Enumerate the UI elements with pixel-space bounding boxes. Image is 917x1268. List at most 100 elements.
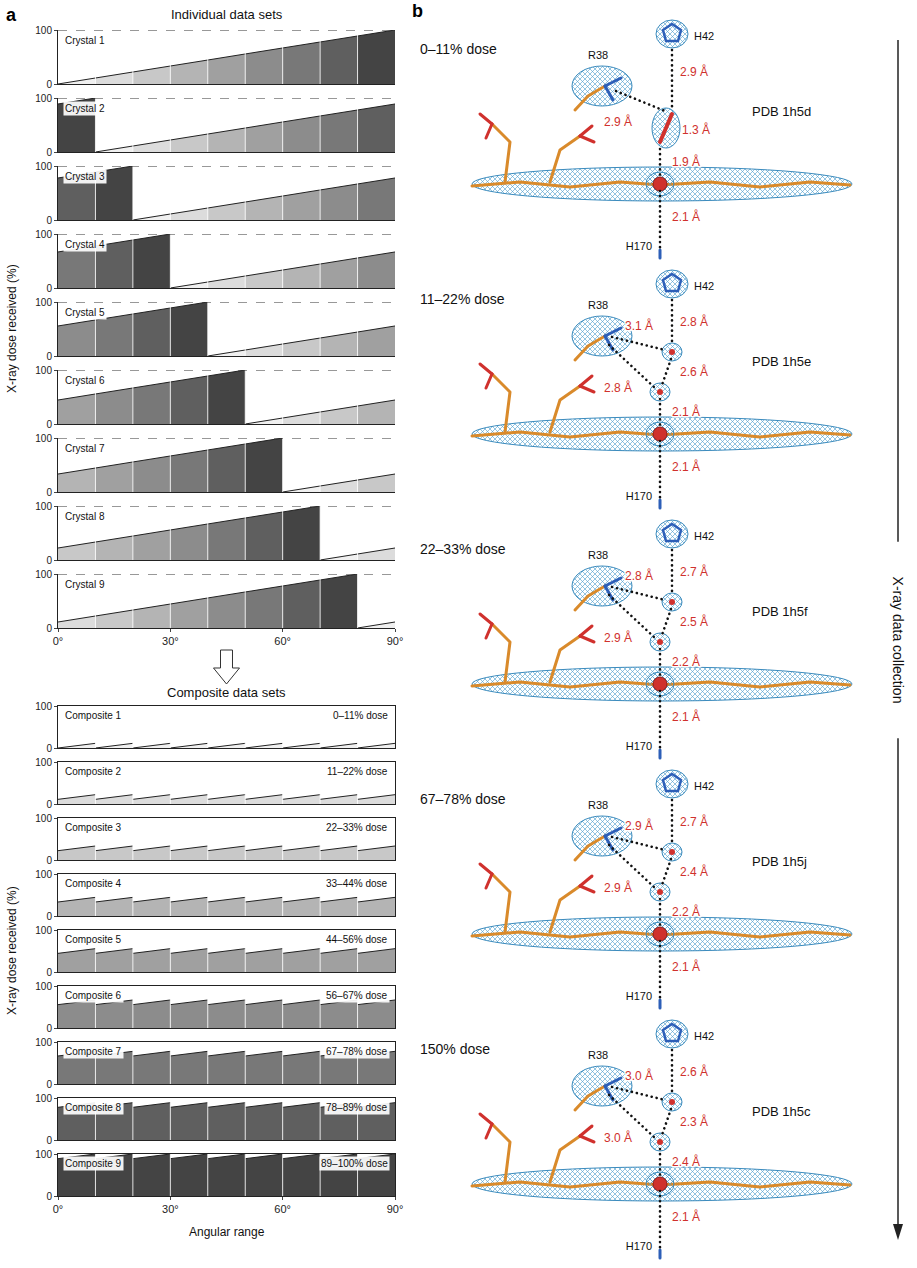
svg-text:H170: H170 xyxy=(626,990,652,1002)
svg-text:0: 0 xyxy=(46,1191,52,1202)
svg-text:2.8 Å: 2.8 Å xyxy=(604,380,632,395)
svg-text:0: 0 xyxy=(46,215,52,226)
svg-text:H170: H170 xyxy=(626,490,652,502)
svg-text:Crystal 3: Crystal 3 xyxy=(65,171,105,182)
svg-text:Crystal 2: Crystal 2 xyxy=(65,103,105,114)
svg-text:0°: 0° xyxy=(53,635,64,647)
svg-text:2.7 Å: 2.7 Å xyxy=(680,564,708,579)
svg-text:a: a xyxy=(6,5,17,25)
svg-text:11–22% dose: 11–22% dose xyxy=(420,291,505,307)
svg-text:2.4 Å: 2.4 Å xyxy=(680,864,708,879)
svg-text:67–78% dose: 67–78% dose xyxy=(420,791,506,807)
svg-text:PDB 1h5j: PDB 1h5j xyxy=(752,854,807,869)
svg-text:b: b xyxy=(412,1,423,21)
svg-text:0: 0 xyxy=(46,419,52,430)
svg-text:H170: H170 xyxy=(626,240,652,252)
svg-text:2.8 Å: 2.8 Å xyxy=(680,314,708,329)
svg-text:Crystal 5: Crystal 5 xyxy=(65,307,105,318)
svg-text:2.2 Å: 2.2 Å xyxy=(672,654,700,669)
svg-text:100: 100 xyxy=(35,981,52,992)
svg-text:100: 100 xyxy=(35,161,52,172)
svg-text:33–44% dose: 33–44% dose xyxy=(326,878,388,889)
svg-text:2.1 Å: 2.1 Å xyxy=(672,209,700,224)
svg-text:0: 0 xyxy=(46,351,52,362)
svg-text:100: 100 xyxy=(35,229,52,240)
svg-text:H42: H42 xyxy=(694,530,714,542)
svg-text:3.1 Å: 3.1 Å xyxy=(625,318,653,333)
svg-text:Crystal 1: Crystal 1 xyxy=(65,35,105,46)
svg-text:X-ray data collection: X-ray data collection xyxy=(890,577,906,704)
svg-text:H170: H170 xyxy=(626,740,652,752)
svg-text:0: 0 xyxy=(46,967,52,978)
svg-text:PDB 1h5e: PDB 1h5e xyxy=(752,354,811,369)
svg-text:100: 100 xyxy=(35,93,52,104)
svg-text:0: 0 xyxy=(46,743,52,754)
svg-text:3.0 Å: 3.0 Å xyxy=(625,1068,653,1083)
svg-text:2.7 Å: 2.7 Å xyxy=(680,814,708,829)
svg-text:2.1 Å: 2.1 Å xyxy=(672,959,700,974)
svg-text:R38: R38 xyxy=(588,549,608,561)
svg-text:2.1 Å: 2.1 Å xyxy=(672,1209,700,1224)
svg-text:R38: R38 xyxy=(588,299,608,311)
svg-text:Composite 1: Composite 1 xyxy=(65,710,122,721)
svg-text:100: 100 xyxy=(35,925,52,936)
svg-text:100: 100 xyxy=(35,433,52,444)
svg-text:60°: 60° xyxy=(274,635,291,647)
svg-text:H170: H170 xyxy=(626,1240,652,1252)
svg-text:Crystal 4: Crystal 4 xyxy=(65,239,105,250)
svg-text:Crystal 9: Crystal 9 xyxy=(65,579,105,590)
svg-text:11–22% dose: 11–22% dose xyxy=(327,766,388,777)
svg-text:100: 100 xyxy=(35,701,52,712)
svg-text:100: 100 xyxy=(35,365,52,376)
svg-text:Crystal 6: Crystal 6 xyxy=(65,375,105,386)
svg-text:H42: H42 xyxy=(694,30,714,42)
svg-text:R38: R38 xyxy=(588,1049,608,1061)
svg-text:0: 0 xyxy=(46,855,52,866)
svg-text:100: 100 xyxy=(35,1037,52,1048)
svg-text:0: 0 xyxy=(46,283,52,294)
svg-text:Composite data sets: Composite data sets xyxy=(167,685,286,700)
svg-text:1.9 Å: 1.9 Å xyxy=(672,154,700,169)
svg-text:78–89% dose: 78–89% dose xyxy=(326,1102,388,1113)
svg-text:Composite 4: Composite 4 xyxy=(65,878,122,889)
svg-text:100: 100 xyxy=(35,1149,52,1160)
svg-text:2.9 Å: 2.9 Å xyxy=(604,114,632,129)
svg-text:Composite 6: Composite 6 xyxy=(65,990,122,1001)
svg-text:R38: R38 xyxy=(588,799,608,811)
svg-text:2.6 Å: 2.6 Å xyxy=(680,1064,708,1079)
svg-text:0°: 0° xyxy=(53,1203,64,1215)
svg-text:22–33% dose: 22–33% dose xyxy=(420,541,506,557)
svg-text:X-ray dose received (%): X-ray dose received (%) xyxy=(5,264,19,393)
svg-text:2.6 Å: 2.6 Å xyxy=(680,364,708,379)
svg-text:Angular range: Angular range xyxy=(189,1225,265,1239)
svg-text:H42: H42 xyxy=(694,280,714,292)
svg-text:0: 0 xyxy=(46,1023,52,1034)
svg-text:100: 100 xyxy=(35,757,52,768)
svg-text:150% dose: 150% dose xyxy=(420,1041,490,1057)
svg-text:Composite 9: Composite 9 xyxy=(65,1158,122,1169)
svg-text:0–11% dose: 0–11% dose xyxy=(333,710,388,721)
svg-text:2.1 Å: 2.1 Å xyxy=(672,404,700,419)
svg-text:H42: H42 xyxy=(694,780,714,792)
svg-text:56–67% dose: 56–67% dose xyxy=(326,990,388,1001)
svg-text:2.3 Å: 2.3 Å xyxy=(680,1114,708,1129)
svg-text:30°: 30° xyxy=(162,1203,179,1215)
svg-text:0: 0 xyxy=(46,911,52,922)
svg-text:100: 100 xyxy=(35,813,52,824)
svg-text:100: 100 xyxy=(35,297,52,308)
svg-text:PDB 1h5d: PDB 1h5d xyxy=(752,104,811,119)
svg-text:60°: 60° xyxy=(274,1203,291,1215)
svg-text:Crystal 8: Crystal 8 xyxy=(65,511,105,522)
svg-text:PDB 1h5f: PDB 1h5f xyxy=(752,604,808,619)
svg-text:100: 100 xyxy=(35,501,52,512)
svg-text:2.8 Å: 2.8 Å xyxy=(625,568,653,583)
svg-text:2.9 Å: 2.9 Å xyxy=(680,64,708,79)
svg-text:2.9 Å: 2.9 Å xyxy=(604,630,632,645)
svg-text:PDB 1h5c: PDB 1h5c xyxy=(752,1104,811,1119)
svg-text:2.4 Å: 2.4 Å xyxy=(672,1154,700,1169)
svg-text:Composite 5: Composite 5 xyxy=(65,934,122,945)
svg-text:0: 0 xyxy=(46,623,52,634)
svg-text:Crystal 7: Crystal 7 xyxy=(65,443,105,454)
svg-text:R38: R38 xyxy=(588,49,608,61)
svg-text:Composite 7: Composite 7 xyxy=(65,1046,122,1057)
